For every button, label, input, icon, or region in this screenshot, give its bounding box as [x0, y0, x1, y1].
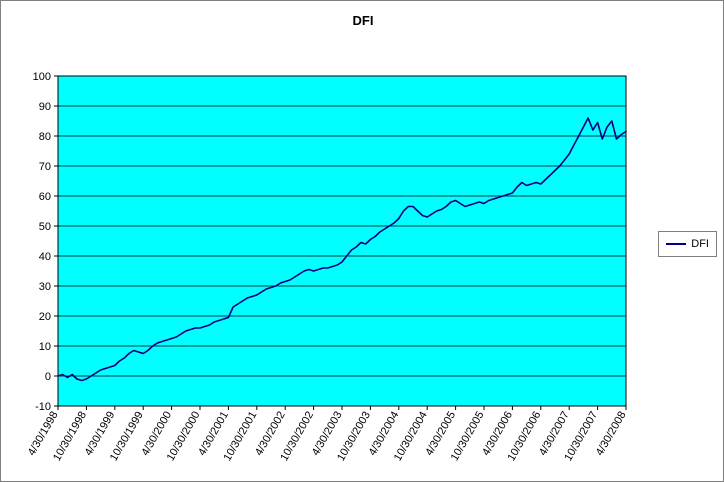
y-axis-tick-label: 100 [33, 71, 51, 83]
y-axis-tick-label: 30 [39, 281, 51, 293]
y-axis-tick-label: 40 [39, 251, 51, 263]
y-axis-tick-label: 10 [39, 341, 51, 353]
y-axis-tick-label: -10 [35, 401, 51, 413]
y-axis-tick-label: 80 [39, 131, 51, 143]
y-axis-tick-label: 90 [39, 101, 51, 113]
legend[interactable]: DFI [658, 231, 717, 257]
chart-title: DFI [352, 13, 374, 28]
y-axis-tick-label: 70 [39, 161, 51, 173]
y-axis-tick-label: 20 [39, 311, 51, 323]
dfi-series-line [57, 117, 627, 382]
y-axis-tick-label: 50 [39, 221, 51, 233]
plot-border [57, 75, 627, 407]
line-chart: 1009080706050403020100-104/30/199810/30/… [26, 71, 629, 463]
y-axis-tick-label: 60 [39, 191, 51, 203]
legend-label: DFI [691, 238, 709, 250]
plot-area [58, 76, 626, 406]
y-axis-tick-label: 0 [45, 371, 51, 383]
legend-line-sample [666, 243, 687, 245]
